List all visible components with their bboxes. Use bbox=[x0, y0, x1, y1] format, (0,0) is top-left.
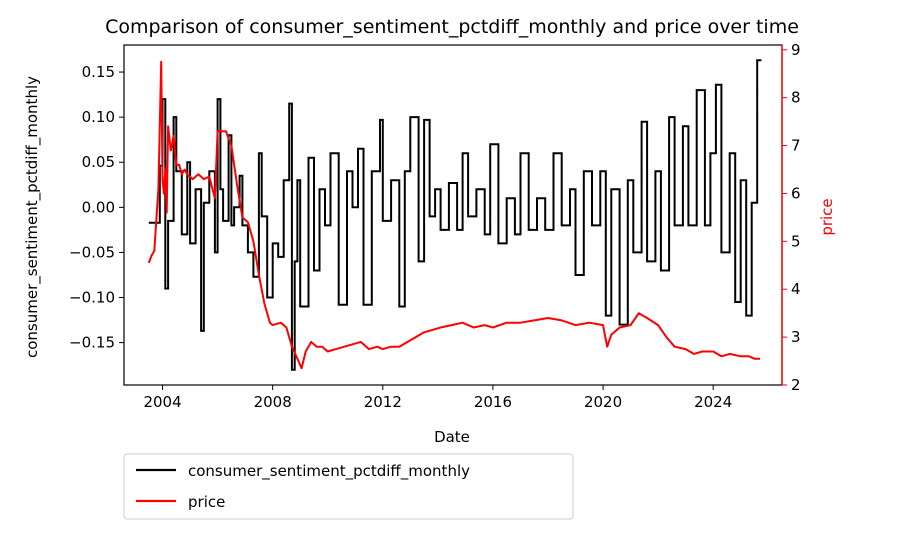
legend-frame bbox=[123, 453, 574, 520]
y-axis-left-label: consumer_sentiment_pctdiff_monthly bbox=[23, 76, 42, 358]
chart-title: Comparison of consumer_sentiment_pctdiff… bbox=[105, 16, 799, 38]
y-right-tick-label: 4 bbox=[791, 280, 801, 298]
y-left-tick-label: −0.05 bbox=[69, 243, 115, 261]
y-left-tick-label: −0.15 bbox=[69, 334, 115, 352]
legend: consumer_sentiment_pctdiff_monthly price bbox=[123, 453, 574, 520]
x-tick-label: 2024 bbox=[694, 393, 732, 411]
x-tick-label: 2012 bbox=[364, 393, 402, 411]
series-line-price bbox=[147, 60, 760, 370]
y-right-tick-label: 8 bbox=[791, 89, 801, 107]
x-tick-label: 2020 bbox=[584, 393, 622, 411]
x-axis: 2004 2008 2012 2016 2020 2024 bbox=[143, 385, 732, 411]
y-left-tick-label: 0.00 bbox=[82, 198, 115, 216]
y-left-tick-label: −0.10 bbox=[69, 289, 115, 307]
y-left-tick-label: 0.05 bbox=[82, 153, 115, 171]
y-right-tick-label: 9 bbox=[791, 41, 801, 59]
legend-label-sentiment: consumer_sentiment_pctdiff_monthly bbox=[188, 462, 470, 481]
y-axis-left: 0.15 0.10 0.05 0.00 −0.05 −0.10 −0.15 bbox=[69, 63, 124, 352]
y-left-tick-label: 0.10 bbox=[82, 108, 115, 126]
x-tick-label: 2004 bbox=[143, 393, 181, 411]
series-line-sentiment bbox=[148, 59, 762, 371]
legend-label-price: price bbox=[188, 493, 225, 511]
y-right-tick-label: 7 bbox=[791, 137, 801, 155]
x-tick-label: 2008 bbox=[254, 393, 292, 411]
y-right-tick-label: 6 bbox=[791, 184, 801, 202]
y-right-tick-label: 5 bbox=[791, 232, 801, 250]
y-axis-right-label: price bbox=[818, 198, 836, 235]
x-axis-label: Date bbox=[434, 428, 470, 446]
y-axis-right: 2 3 4 5 6 7 8 9 bbox=[781, 41, 801, 394]
y-left-tick-label: 0.15 bbox=[82, 63, 115, 81]
x-tick-label: 2016 bbox=[474, 393, 512, 411]
y-right-tick-label: 2 bbox=[791, 376, 801, 394]
plot-area bbox=[147, 59, 762, 371]
y-right-tick-label: 3 bbox=[791, 328, 801, 346]
